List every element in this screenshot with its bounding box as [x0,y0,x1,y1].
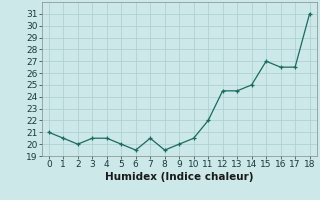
X-axis label: Humidex (Indice chaleur): Humidex (Indice chaleur) [105,172,253,182]
